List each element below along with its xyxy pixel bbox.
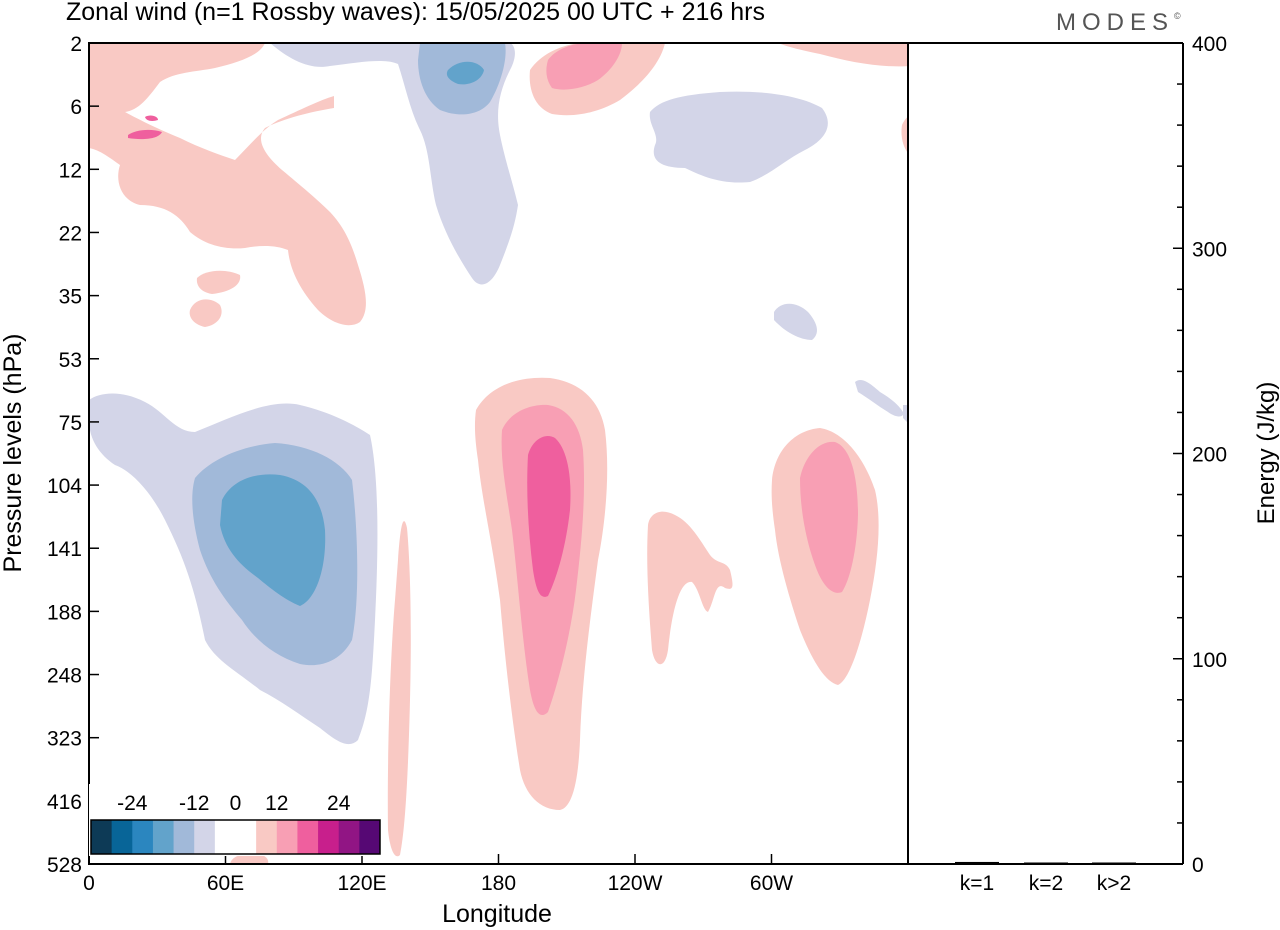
x-axis-label: Longitude [442, 900, 552, 928]
energy-bar-3 [1092, 862, 1136, 864]
pos-weak-mid-right [647, 511, 733, 665]
x-tick-label: 0 [83, 872, 95, 895]
y-tick-label: 6 [70, 96, 82, 119]
brand-text: MODES [1056, 9, 1175, 36]
y-tick-label: 248 [47, 665, 82, 688]
negative-strong-regions [220, 61, 484, 606]
colorbar-swatch [194, 820, 216, 854]
colorbar-swatch [256, 820, 278, 854]
pos-weak-thin-column [387, 521, 411, 857]
x-tick-label: 180 [481, 872, 516, 895]
brand-mark: © [1174, 11, 1181, 21]
energy-category-label: k>2 [1097, 872, 1131, 895]
colorbar-label: 24 [327, 792, 351, 815]
contour-field [89, 43, 908, 864]
colorbar-swatch [214, 820, 236, 854]
y-tick-label: 104 [47, 475, 82, 498]
energy-bars: k=1 k=2 k>2 [955, 861, 1136, 895]
colorbar-swatch [235, 820, 257, 854]
y-tick-label: 2 [70, 33, 82, 56]
colorbar-swatch [152, 820, 175, 854]
neg-weak-right-edge [855, 380, 904, 417]
y-tick-label: 75 [59, 412, 82, 435]
y-tick-label: 22 [59, 222, 82, 245]
colorbar-swatch [338, 820, 360, 854]
y-tick-label: 323 [47, 728, 82, 751]
y-axis-ticks: 2 6 12 22 35 53 75 104 141 188 248 323 416 528 [47, 33, 99, 877]
y-axis-label: Pressure levels (hPa) [0, 334, 27, 573]
colorbar-swatch [359, 820, 381, 854]
neg-weak-small-blob [774, 303, 817, 340]
neg-strong-lower [220, 474, 326, 606]
energy-axis-label: Energy (J/kg) [1253, 382, 1280, 525]
pos-strong-center [527, 435, 571, 597]
colorbar: -24 -12 0 12 24 [89, 784, 382, 856]
positive-strong-regions [128, 115, 571, 597]
y-tick-label: 528 [47, 854, 82, 877]
x-tick-label: 120W [608, 872, 663, 895]
neg-weak-upper-right [649, 91, 828, 183]
colorbar-swatch [173, 820, 195, 854]
pos-mid-top-center [546, 43, 622, 90]
pos-mid-right [800, 441, 858, 593]
colorbar-swatch [318, 820, 340, 854]
colorbar-label: 0 [230, 792, 242, 815]
modes-logo: MODES© [1056, 9, 1181, 37]
energy-category-label: k=2 [1029, 872, 1063, 895]
pos-weak-upper-left [89, 43, 366, 326]
y-tick-label: 416 [47, 791, 82, 814]
colorbar-swatch [111, 820, 133, 854]
y-tick-label: 141 [47, 538, 82, 561]
pos-weak-right-edge [901, 116, 908, 153]
energy-category-label: k=1 [960, 872, 994, 895]
pos-weak-small-left-2 [189, 299, 222, 327]
colorbar-swatch [297, 820, 319, 854]
x-axis-ticks: 0 60E 120E 180 120W 60W [83, 854, 793, 895]
colorbar-swatch [132, 820, 154, 854]
x-tick-label: 120E [337, 872, 386, 895]
y-tick-label: 53 [59, 349, 82, 372]
pos-strong-tiny-2 [145, 115, 158, 121]
colorbar-label: 12 [265, 792, 288, 815]
chart-title: Zonal wind (n=1 Rossby waves): 15/05/202… [66, 0, 765, 26]
y-tick-label: 35 [59, 286, 82, 309]
pos-strong-tiny-1 [128, 129, 162, 140]
energy-tick-label: 100 [1192, 649, 1227, 672]
colorbar-label: -24 [117, 792, 148, 815]
neg-strong-upper [446, 61, 484, 85]
energy-tick-label: 300 [1192, 238, 1227, 261]
y-tick-label: 12 [59, 159, 82, 182]
colorbar-frame [90, 819, 381, 855]
pos-weak-top-right [778, 43, 908, 67]
energy-tick-label: 400 [1192, 33, 1227, 56]
energy-bar-2 [1024, 862, 1068, 864]
colorbar-swatch [276, 820, 298, 854]
y-tick-label: 188 [47, 601, 82, 624]
energy-axis-ticks: 0 100 200 300 400 [1173, 33, 1227, 877]
colorbar-swatch [91, 820, 113, 854]
x-tick-label: 60E [207, 872, 244, 895]
neg-weak-right-sliver [903, 405, 908, 423]
x-tick-label: 60W [750, 872, 793, 895]
energy-bar-1 [955, 861, 999, 864]
colorbar-label: -12 [179, 792, 209, 815]
energy-tick-label: 200 [1192, 444, 1227, 467]
pos-weak-small-left-1 [196, 270, 241, 294]
pos-weak-bottom [230, 853, 269, 864]
energy-tick-label: 0 [1192, 854, 1204, 877]
